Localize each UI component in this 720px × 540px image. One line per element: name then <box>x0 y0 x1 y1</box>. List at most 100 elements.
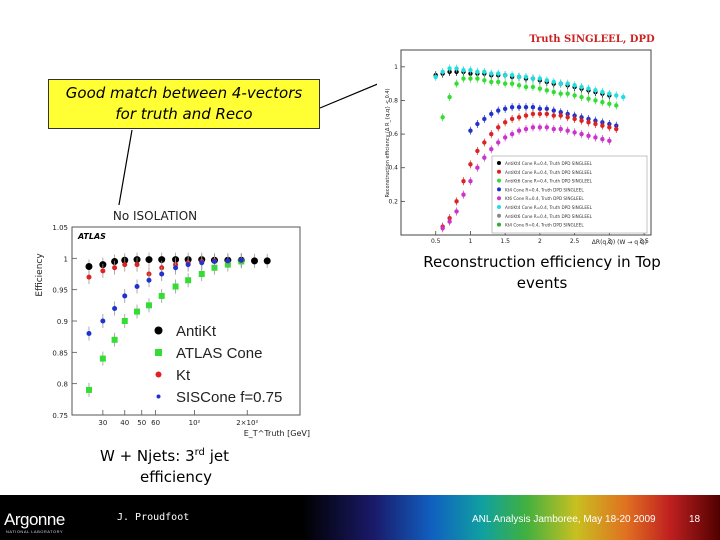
x-tick-label: 60 <box>151 419 160 427</box>
data-point <box>530 84 536 90</box>
callout-box: Good match between 4-vectors for truth a… <box>48 79 320 129</box>
data-point <box>225 258 231 264</box>
x-tick-label: 2×10² <box>236 419 258 427</box>
data-point <box>475 121 480 127</box>
data-point <box>122 262 128 268</box>
data-point <box>530 111 536 117</box>
data-point <box>537 125 543 130</box>
x-tick-label: 2.5 <box>570 238 580 245</box>
data-point <box>558 126 563 132</box>
data-point <box>516 115 522 120</box>
chart-legend <box>491 155 648 234</box>
data-point <box>523 113 529 118</box>
data-point <box>489 79 494 85</box>
callout-line-2: for truth and Reco <box>115 105 253 123</box>
data-point <box>468 128 473 133</box>
data-point <box>565 91 570 96</box>
data-point <box>530 125 536 130</box>
jet-efficiency-chart: No ISOLATION ATLAS Efficiency E_T^Truth … <box>30 205 320 440</box>
data-point <box>537 76 543 81</box>
data-point <box>199 260 205 266</box>
data-point <box>572 116 577 122</box>
data-point <box>482 78 487 83</box>
chart-title: No ISOLATION <box>113 209 197 223</box>
data-point <box>475 76 480 81</box>
data-point <box>544 111 550 117</box>
data-point <box>544 106 550 112</box>
data-point <box>454 199 459 204</box>
data-point <box>211 258 217 264</box>
x-tick-label: 3.5 <box>639 238 649 245</box>
right-chart-caption: Reconstruction efficiency in Top events <box>396 252 688 294</box>
legend-label: AntiKt4 Cone R=0.4, Truth DPD SINGLEEL <box>505 205 593 210</box>
data-point <box>99 355 106 362</box>
data-point <box>447 219 452 224</box>
data-point <box>530 76 536 81</box>
left-caption-sup: rd <box>194 447 205 458</box>
data-point <box>468 76 473 81</box>
y-tick-label: 1.05 <box>52 224 68 232</box>
data-point <box>607 138 612 144</box>
y-tick-label: 0.6 <box>388 131 398 138</box>
data-point <box>593 121 598 127</box>
data-point <box>593 98 598 103</box>
legend-label: Kt4 Cone R=0.4, Truth DPD SINGLEEL <box>505 223 584 228</box>
data-point <box>496 140 501 145</box>
y-tick-label: 0.4 <box>388 165 398 172</box>
data-point <box>440 115 445 120</box>
x-tick-label: 50 <box>137 419 146 427</box>
plot-frame <box>71 226 301 416</box>
y-tick-label: 1 <box>64 255 68 263</box>
y-tick-label: 0.75 <box>52 412 68 420</box>
data-point <box>461 76 466 81</box>
data-point <box>482 69 487 75</box>
legend-label: SISCone f=0.75 <box>176 389 282 406</box>
data-point <box>551 79 556 85</box>
data-point <box>544 78 550 83</box>
data-point <box>586 96 591 101</box>
data-point <box>572 83 577 88</box>
y-tick-label: 1 <box>394 64 398 71</box>
data-point <box>551 108 556 113</box>
data-point <box>496 79 501 85</box>
data-point <box>100 268 106 274</box>
data-point <box>482 116 487 122</box>
y-axis-label: Reconstruction efficiency (Δ R_{q,q} < 0… <box>385 88 391 197</box>
data-point <box>454 209 459 214</box>
data-point <box>614 93 619 98</box>
x-tick-label: 3 <box>607 238 611 245</box>
y-axis-label: Efficiency <box>35 253 45 297</box>
data-point <box>158 256 166 264</box>
data-point <box>614 103 619 108</box>
data-point <box>509 73 515 78</box>
data-point <box>250 257 258 265</box>
data-point <box>537 86 543 91</box>
legend-marker <box>497 222 501 227</box>
data-point <box>111 336 118 343</box>
data-point <box>551 89 556 95</box>
data-point <box>509 116 515 122</box>
y-tick-label: 0.85 <box>52 349 68 357</box>
data-point <box>159 271 165 277</box>
right-caption-line-2: events <box>516 274 568 292</box>
data-point <box>551 126 556 132</box>
data-point <box>468 67 473 73</box>
series-green <box>440 74 619 122</box>
data-point <box>600 89 605 95</box>
data-point <box>530 104 536 110</box>
y-tick-label: 0.9 <box>57 318 68 326</box>
left-chart-caption: W + Njets: 3rd jet efficiency <box>100 442 270 488</box>
data-point <box>86 331 92 337</box>
x-tick-label: 30 <box>98 419 107 427</box>
legend-marker <box>155 371 162 378</box>
data-point <box>263 257 271 265</box>
left-caption-part-1: W + Njets: 3 <box>100 447 195 465</box>
data-point <box>433 74 438 80</box>
data-point <box>146 277 152 283</box>
x-tick-label: 1 <box>469 238 473 245</box>
data-point <box>468 178 473 184</box>
data-point <box>502 120 508 125</box>
reco-efficiency-chart: Truth SINGLEEL, DPD Reconstruction effic… <box>377 28 677 248</box>
series-red <box>440 109 619 231</box>
data-point <box>121 318 128 324</box>
